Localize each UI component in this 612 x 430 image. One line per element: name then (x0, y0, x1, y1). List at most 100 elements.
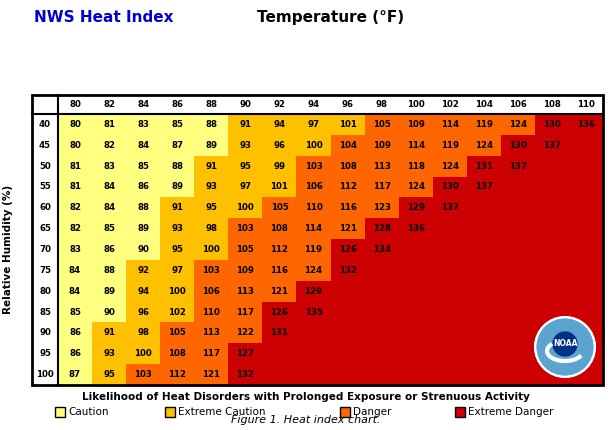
Bar (330, 260, 365, 281)
Bar (365, 281, 398, 301)
Bar (263, 239, 296, 260)
Bar (501, 301, 535, 322)
Bar (433, 177, 467, 197)
Bar (398, 301, 433, 322)
Bar (228, 364, 263, 385)
Bar (501, 177, 535, 197)
Bar (433, 260, 467, 281)
Text: 109: 109 (236, 266, 254, 275)
Bar (194, 177, 228, 197)
Bar (160, 322, 194, 343)
Text: 112: 112 (338, 182, 357, 191)
Text: 83: 83 (69, 245, 81, 254)
Text: 91: 91 (103, 329, 115, 338)
Text: Relative Humidity (%): Relative Humidity (%) (3, 185, 13, 314)
Bar (263, 281, 296, 301)
Bar (296, 260, 330, 281)
Bar (330, 135, 365, 156)
Bar (330, 156, 365, 177)
Text: 119: 119 (475, 120, 493, 129)
Text: 99: 99 (274, 162, 285, 171)
Bar (535, 281, 569, 301)
Bar (433, 135, 467, 156)
Bar (433, 343, 467, 364)
Bar (467, 364, 501, 385)
Bar (398, 114, 433, 135)
Bar (535, 343, 569, 364)
Bar (330, 364, 365, 385)
Bar (58, 301, 92, 322)
Text: 105: 105 (236, 245, 254, 254)
Bar (194, 239, 228, 260)
Bar (365, 177, 398, 197)
Text: 96: 96 (137, 307, 149, 316)
Text: 109: 109 (373, 141, 390, 150)
Text: 137: 137 (543, 141, 561, 150)
Bar (467, 114, 501, 135)
Bar (569, 281, 603, 301)
Text: 108: 108 (168, 349, 186, 358)
Text: 100: 100 (236, 203, 254, 212)
Bar (433, 218, 467, 239)
Bar (569, 114, 603, 135)
Text: 94: 94 (137, 287, 149, 296)
Bar (263, 197, 296, 218)
Bar (365, 114, 398, 135)
Bar (92, 114, 126, 135)
Bar (92, 322, 126, 343)
Text: 82: 82 (103, 141, 115, 150)
Text: 132: 132 (338, 266, 357, 275)
Text: 89: 89 (137, 224, 149, 233)
Bar (296, 197, 330, 218)
Text: 83: 83 (137, 120, 149, 129)
Bar (58, 239, 92, 260)
Text: 100: 100 (305, 141, 323, 150)
Bar (126, 177, 160, 197)
Bar (160, 177, 194, 197)
Bar (467, 322, 501, 343)
Text: 100: 100 (36, 370, 54, 379)
Bar (535, 197, 569, 218)
Text: Danger: Danger (353, 407, 392, 417)
Bar (126, 364, 160, 385)
Bar (433, 364, 467, 385)
Text: NOAA: NOAA (553, 340, 577, 348)
Text: 103: 103 (236, 224, 254, 233)
Bar (58, 114, 92, 135)
Text: 123: 123 (373, 203, 390, 212)
Bar (194, 364, 228, 385)
Bar (569, 177, 603, 197)
Bar (160, 239, 194, 260)
Text: 121: 121 (338, 224, 357, 233)
Text: 95: 95 (239, 162, 252, 171)
Bar (501, 281, 535, 301)
Text: 131: 131 (475, 162, 493, 171)
Bar (398, 239, 433, 260)
Bar (296, 156, 330, 177)
Text: 85: 85 (171, 120, 183, 129)
Bar (194, 114, 228, 135)
Text: 127: 127 (236, 349, 255, 358)
Text: 130: 130 (543, 120, 561, 129)
Bar (569, 301, 603, 322)
Bar (92, 197, 126, 218)
Text: 108: 108 (543, 100, 561, 109)
Bar (160, 364, 194, 385)
Bar (263, 301, 296, 322)
Text: 112: 112 (271, 245, 288, 254)
Bar (228, 177, 263, 197)
Bar (160, 301, 194, 322)
Bar (160, 156, 194, 177)
Text: 95: 95 (171, 245, 183, 254)
Bar (467, 281, 501, 301)
Bar (569, 218, 603, 239)
Text: 93: 93 (103, 349, 115, 358)
Text: 85: 85 (69, 307, 81, 316)
Text: 70: 70 (39, 245, 51, 254)
Text: 110: 110 (305, 203, 323, 212)
Text: 80: 80 (69, 141, 81, 150)
Text: 80: 80 (69, 120, 81, 129)
Bar (433, 322, 467, 343)
Text: 86: 86 (69, 329, 81, 338)
Text: 105: 105 (271, 203, 288, 212)
